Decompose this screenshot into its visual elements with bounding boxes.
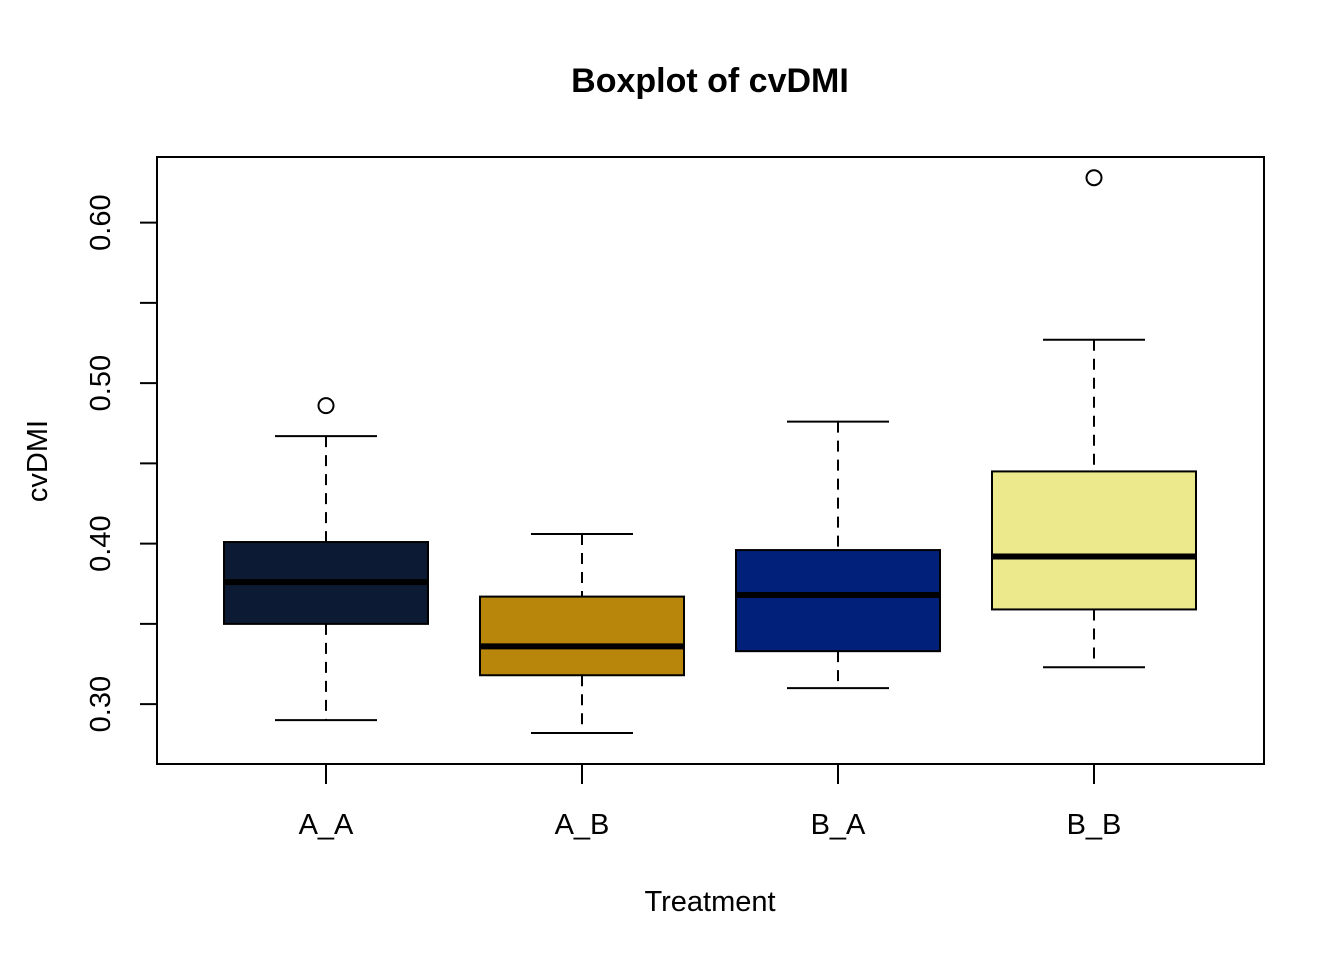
x-axis: A_A A_B B_A B_B	[299, 764, 1122, 841]
y-tick-label: 0.50	[85, 355, 117, 411]
box-A_B	[479, 533, 685, 735]
y-axis-label: cvDMI	[22, 420, 54, 502]
y-tick-label: 0.40	[85, 515, 117, 571]
plot-frame	[156, 156, 1265, 765]
box-iqr	[479, 595, 685, 677]
x-tick-label: A_B	[555, 809, 610, 841]
x-axis-label: Treatment	[644, 886, 775, 918]
x-tick-label: B_A	[811, 809, 866, 841]
box-iqr	[991, 470, 1197, 611]
chart-title: Boxplot of cvDMI	[571, 62, 849, 100]
boxes	[223, 169, 1197, 735]
y-tick-label: 0.30	[85, 676, 117, 732]
box-B_A	[735, 420, 941, 690]
x-tick-label: B_B	[1067, 809, 1122, 841]
x-tick-label: A_A	[299, 809, 354, 841]
box-A_A	[223, 397, 429, 722]
outlier-point	[317, 397, 335, 415]
box-B_B	[991, 169, 1197, 669]
outlier-point	[1085, 169, 1103, 187]
y-axis: 0.30 0.40 0.50 0.60	[85, 194, 157, 732]
y-tick-label: 0.60	[85, 194, 117, 250]
box-iqr	[735, 549, 941, 653]
